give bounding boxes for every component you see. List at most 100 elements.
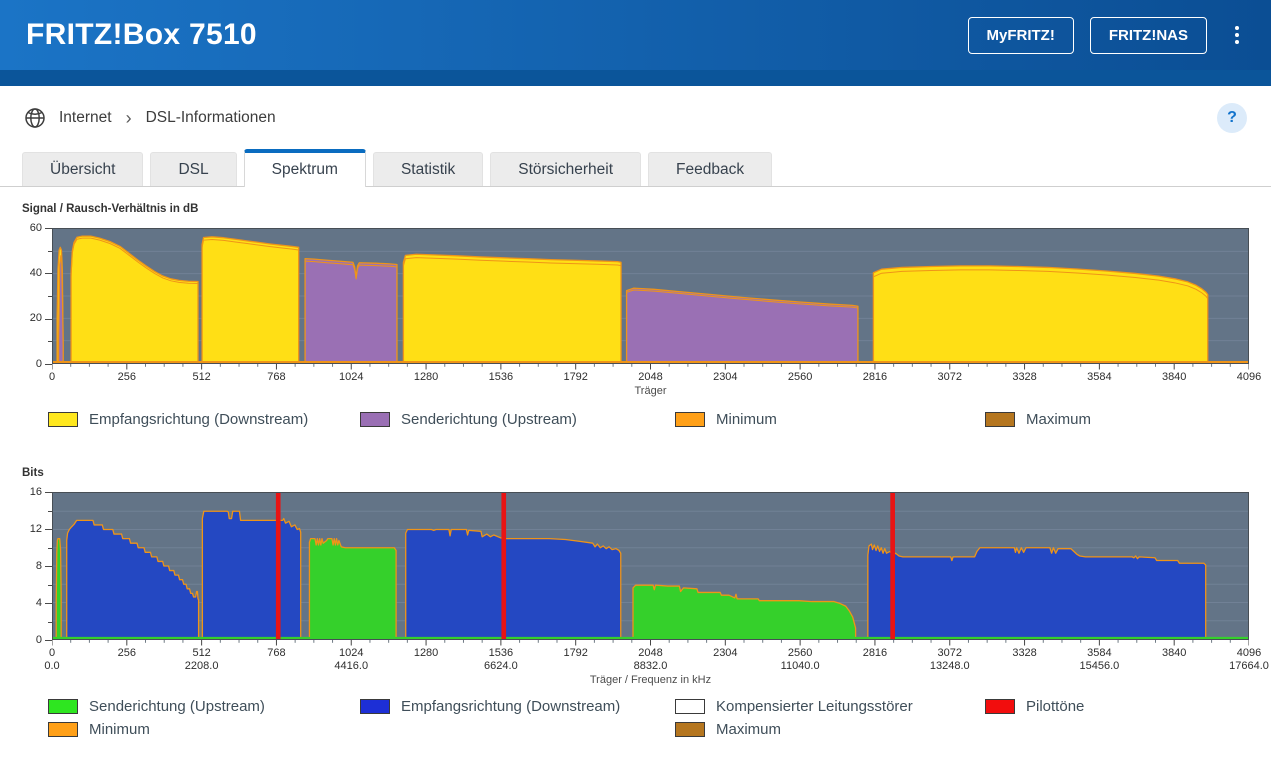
y-tick-label: 20 <box>29 312 42 325</box>
legend-label: Minimum <box>716 411 777 428</box>
y-minor-tick <box>48 296 52 297</box>
x-tick-label: 4096 <box>1236 371 1262 383</box>
snr-x-axis-label: Träger <box>634 385 667 397</box>
legend-label: Minimum <box>89 721 150 738</box>
y-tick-label: 0 <box>35 633 42 646</box>
y-tick-label: 60 <box>29 221 42 234</box>
x-tick-label: 2560 <box>787 647 813 659</box>
bits-x-axis-label: Träger / Frequenz in kHz <box>589 674 712 686</box>
kebab-menu-icon[interactable] <box>1229 20 1245 50</box>
bits-upstream-band1 <box>309 539 396 639</box>
app-header: FRITZ!Box 7510 MyFRITZ! FRITZ!NAS <box>0 0 1271 70</box>
pilot-tone-marker <box>275 493 281 639</box>
x-tick-label: 3584 <box>1087 371 1112 383</box>
breadcrumb-separator-icon: › <box>125 107 132 128</box>
bits-chart: Bits 0 4 8 12 16 0 256 512 768 1024 1280 1536 1792 2… <box>0 467 1271 744</box>
x-frequency-label: 6624.0 <box>484 660 518 672</box>
breadcrumb-internet[interactable]: Internet <box>59 108 112 126</box>
legend-swatch-minimum <box>675 412 705 427</box>
legend-item-empfangsrichtung-downstream: Empfangsrichtung (Downstream) <box>360 698 620 715</box>
legend-label: Empfangsrichtung (Downstream) <box>401 698 621 715</box>
y-tick-label: 4 <box>35 596 42 609</box>
y-tick <box>45 492 52 493</box>
legend-item-senderichtung-upstream: Senderichtung (Upstream) <box>360 411 577 428</box>
x-frequency-label: 15456.0 <box>1079 660 1120 672</box>
y-tick <box>45 529 52 530</box>
x-tick-label: 1024 <box>339 647 364 659</box>
x-frequency-label: 11040.0 <box>780 660 820 672</box>
myfritz-button[interactable]: MyFRITZ! <box>967 16 1074 54</box>
pilot-tone-marker <box>501 493 507 639</box>
bits-downstream-band2 <box>202 511 300 639</box>
bits-legend: Senderichtung (Upstream) Empfangsrichtung… <box>0 698 1271 744</box>
x-tick-label: 1792 <box>563 647 588 659</box>
x-tick-label: 0 <box>48 647 56 659</box>
y-tick-label: 0 <box>35 357 42 370</box>
x-tick-label: 768 <box>267 647 286 659</box>
legend-label: Maximum <box>1026 411 1092 428</box>
globe-icon <box>24 107 46 129</box>
bits-plot-area: 0 4 8 12 16 <box>30 486 1249 646</box>
legend-label: Empfangsrichtung (Downstream) <box>89 411 309 428</box>
snr-plot-area: 0 20 40 60 <box>30 222 1249 370</box>
x-tick-label: 2048 <box>638 647 663 659</box>
legend-item-senderichtung-upstream: Senderichtung (Upstream) <box>48 698 265 715</box>
x-tick-label: 3584 <box>1087 647 1112 659</box>
x-tick-label: 2048 <box>638 371 663 383</box>
legend-swatch-maximum <box>675 722 705 737</box>
y-tick <box>45 228 52 229</box>
tab-feedback[interactable]: Feedback <box>648 152 773 186</box>
x-frequency-label: 8832.0 <box>633 660 668 672</box>
legend-swatch-empfangsrichtung-downstream <box>360 699 390 714</box>
y-minor-tick <box>48 547 52 549</box>
x-frequency-label: 0.0 <box>44 660 60 672</box>
x-frequency-label: 4416.0 <box>334 660 369 672</box>
x-frequency-label: 2208.0 <box>184 660 219 672</box>
x-frequency-label: 17664.0 <box>1229 660 1269 672</box>
bits-downstream-band4 <box>868 544 1206 639</box>
header-actions: MyFRITZ! FRITZ!NAS <box>952 16 1245 54</box>
bits-chart-title: Bits <box>22 467 44 479</box>
x-tick-label: 1536 <box>488 371 514 383</box>
x-tick-label: 2304 <box>713 647 738 659</box>
y-tick-label: 12 <box>29 522 42 535</box>
bits-x-axis: 0 256 512 768 1024 1280 1536 1792 2048 2304 2560 28… <box>44 640 1269 686</box>
legend-label: Senderichtung (Upstream) <box>89 698 265 715</box>
x-tick-label: 256 <box>117 371 136 383</box>
legend-label: Senderichtung (Upstream) <box>401 411 577 428</box>
snr-legend: Empfangsrichtung (Downstream) Senderichtu… <box>0 411 1271 440</box>
tab-storsicherheit[interactable]: Störsicherheit <box>490 152 641 186</box>
x-tick-label: 512 <box>192 647 211 659</box>
x-tick-label: 3840 <box>1161 647 1187 659</box>
x-tick-label: 2816 <box>862 647 888 659</box>
x-tick-label: 3072 <box>937 647 962 659</box>
fritznas-button[interactable]: FRITZ!NAS <box>1089 16 1207 54</box>
tab-statistik[interactable]: Statistik <box>372 152 484 186</box>
y-tick-label: 40 <box>29 266 42 279</box>
tab-dsl[interactable]: DSL <box>150 152 237 186</box>
y-minor-tick <box>48 510 52 512</box>
x-tick-label: 0 <box>48 371 56 383</box>
y-tick <box>45 364 52 365</box>
tab-ubersicht[interactable]: Übersicht <box>22 152 144 186</box>
help-button[interactable]: ? <box>1217 102 1247 133</box>
y-tick-label: 8 <box>35 559 42 572</box>
legend-item-minimum: Minimum <box>48 721 150 738</box>
x-tick-label: 3840 <box>1161 371 1187 383</box>
x-tick-label: 3328 <box>1012 371 1037 383</box>
x-tick-label: 1024 <box>339 371 364 383</box>
snr-upstream-band2 <box>627 288 858 363</box>
x-tick-label: 3328 <box>1012 647 1037 659</box>
legend-swatch-kompensierter-leitungsstorer <box>675 699 705 714</box>
tab-spektrum[interactable]: Spektrum <box>243 149 366 187</box>
legend-item-maximum: Maximum <box>985 411 1091 428</box>
legend-item-maximum: Maximum <box>675 721 781 738</box>
pilot-tone-marker <box>890 493 895 639</box>
app-title: FRITZ!Box 7510 <box>26 18 257 51</box>
x-tick-label: 2560 <box>787 371 813 383</box>
x-tick-label: 1280 <box>413 371 439 383</box>
x-tick-label: 4096 <box>1236 647 1262 659</box>
breadcrumb: Internet › DSL-Informationen ? <box>0 86 1271 149</box>
x-tick-label: 512 <box>192 371 211 383</box>
x-tick-label: 256 <box>117 647 136 659</box>
